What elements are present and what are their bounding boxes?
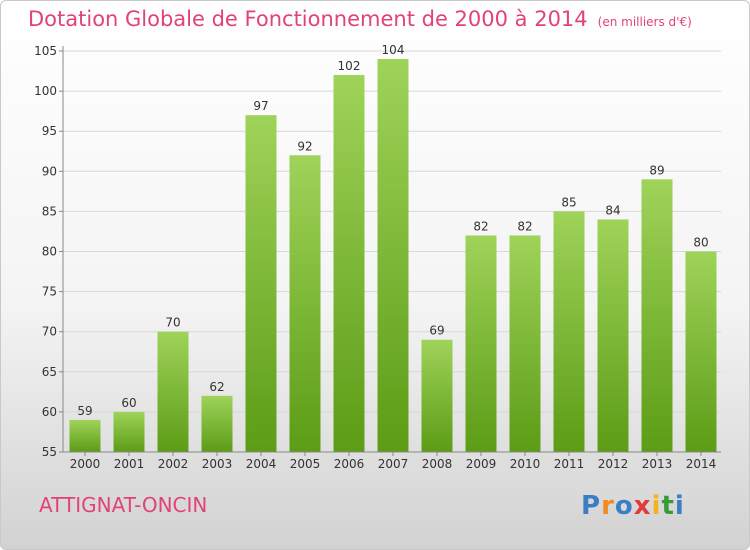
y-tick-label: 65: [42, 365, 57, 379]
y-tick-label: 80: [42, 245, 57, 259]
x-tick-label-2012: 2012: [598, 457, 629, 471]
x-tick-label-2003: 2003: [202, 457, 233, 471]
value-label-2014: 80: [693, 236, 708, 250]
value-label-2000: 59: [77, 404, 92, 418]
bar-2003: [201, 395, 233, 452]
axes: [62, 46, 721, 453]
bar-2005: [289, 155, 321, 452]
y-tick-label: 55: [42, 445, 57, 459]
value-label-2009: 82: [473, 219, 488, 233]
value-label-2003: 62: [209, 380, 224, 394]
x-tick-label-2005: 2005: [290, 457, 321, 471]
value-label-2006: 102: [338, 59, 361, 73]
bar-2006: [333, 75, 365, 452]
y-tick-label: 85: [42, 204, 57, 218]
value-label-2002: 70: [165, 316, 180, 330]
bar-2012: [597, 219, 629, 452]
y-tick-label: 70: [42, 325, 57, 339]
bar-2002: [157, 331, 189, 452]
y-tick-label: 105: [34, 44, 57, 58]
bars: [69, 59, 717, 453]
chart-title-text: Dotation Globale de Fonctionnement de 20…: [28, 7, 588, 31]
y-tick-label: 90: [42, 164, 57, 178]
y-axis-ticks: 55 60 65 70 75 80 85 90 95 100 105: [34, 44, 63, 459]
x-tick-label-2000: 2000: [70, 457, 101, 471]
x-tick-label-2002: 2002: [158, 457, 189, 471]
logo-letter: t: [661, 491, 675, 521]
value-label-2013: 89: [649, 163, 664, 177]
x-tick-label-2011: 2011: [554, 457, 585, 471]
value-label-2007: 104: [382, 43, 405, 57]
value-label-2012: 84: [605, 203, 620, 217]
bar-2013: [641, 179, 673, 452]
bar-2014: [685, 251, 717, 452]
bar-2004: [245, 115, 277, 452]
x-tick-label-2004: 2004: [246, 457, 277, 471]
value-label-2001: 60: [121, 396, 136, 410]
value-label-2008: 69: [429, 324, 444, 338]
commune-name: ATTIGNAT-ONCIN: [39, 493, 208, 517]
bar-2009: [465, 235, 497, 452]
x-tick-label-2009: 2009: [466, 457, 497, 471]
bar-2000: [69, 419, 101, 452]
x-axis-ticks: 2000 2001 2002 2003 2004 2005 2006 2007 2008 2009…: [70, 452, 717, 471]
value-label-2004: 97: [253, 99, 268, 113]
proxiti-logo: Proxiti: [581, 491, 685, 521]
y-tick-label: 95: [42, 124, 57, 138]
bar-2010: [509, 235, 541, 452]
logo-letter: P: [581, 491, 602, 521]
logo-letter: x: [633, 491, 652, 521]
unit-note: (en milliers d'€): [597, 15, 692, 29]
value-label-2010: 82: [517, 219, 532, 233]
bar-2011: [553, 211, 585, 452]
x-tick-label-2014: 2014: [686, 457, 717, 471]
x-tick-label-2013: 2013: [642, 457, 673, 471]
logo-letter: r: [601, 491, 615, 521]
x-tick-label-2007: 2007: [378, 457, 409, 471]
y-tick-label: 75: [42, 285, 57, 299]
y-tick-label: 100: [34, 84, 57, 98]
chart-title: Dotation Globale de Fonctionnement de 20…: [28, 7, 692, 31]
bar-2001: [113, 411, 145, 452]
logo-letter: o: [614, 491, 634, 521]
x-tick-label-2010: 2010: [510, 457, 541, 471]
value-label-2011: 85: [561, 195, 576, 209]
x-tick-label-2006: 2006: [334, 457, 365, 471]
value-label-2005: 92: [297, 139, 312, 153]
y-tick-label: 60: [42, 405, 57, 419]
logo-letter: i: [651, 491, 662, 521]
x-tick-label-2001: 2001: [114, 457, 145, 471]
x-tick-label-2008: 2008: [422, 457, 453, 471]
bar-2007: [377, 59, 409, 453]
logo-letter: i: [674, 491, 685, 521]
bar-2008: [421, 339, 453, 452]
value-labels: 59 60 70 62 97 92 102 104 69 82 82 85 84 89 80: [77, 43, 708, 418]
